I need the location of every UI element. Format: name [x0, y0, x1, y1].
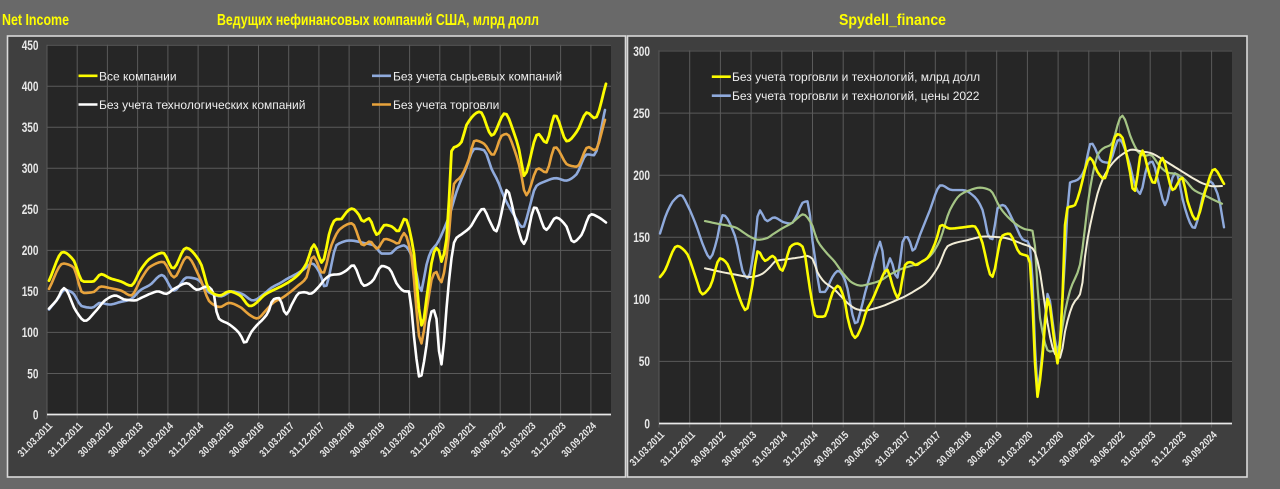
svg-text:350: 350	[22, 119, 39, 135]
svg-text:Spydell_finance: Spydell_finance	[839, 12, 946, 29]
svg-text:100: 100	[22, 324, 39, 340]
svg-text:200: 200	[633, 167, 650, 183]
svg-text:Без учета торговли: Без учета торговли	[393, 98, 499, 112]
svg-text:Без учета сырьевых компаний: Без учета сырьевых компаний	[393, 69, 562, 83]
svg-text:450: 450	[22, 37, 39, 53]
svg-text:50: 50	[639, 353, 650, 369]
svg-text:Все компании: Все компании	[99, 69, 177, 83]
svg-text:0: 0	[33, 406, 39, 422]
svg-text:Без учета технологических комп: Без учета технологических компаний	[99, 98, 305, 112]
svg-text:300: 300	[633, 43, 650, 59]
svg-text:Net Income: Net Income	[2, 12, 69, 29]
svg-text:250: 250	[633, 105, 650, 121]
svg-text:200: 200	[22, 242, 39, 258]
svg-text:100: 100	[633, 291, 650, 307]
svg-text:400: 400	[22, 78, 39, 94]
svg-text:Без учета торговли и технологи: Без учета торговли и технологий, цены 20…	[732, 89, 980, 103]
svg-text:150: 150	[22, 283, 39, 299]
svg-text:Ведущих нефинансовых компаний: Ведущих нефинансовых компаний США, млрд …	[217, 12, 539, 29]
svg-text:Без учета торговли и технологи: Без учета торговли и технологий, млрд до…	[732, 70, 980, 84]
svg-text:250: 250	[22, 201, 39, 217]
svg-text:50: 50	[27, 365, 38, 381]
svg-text:300: 300	[22, 160, 39, 176]
svg-text:150: 150	[633, 229, 650, 245]
svg-text:0: 0	[644, 415, 650, 431]
